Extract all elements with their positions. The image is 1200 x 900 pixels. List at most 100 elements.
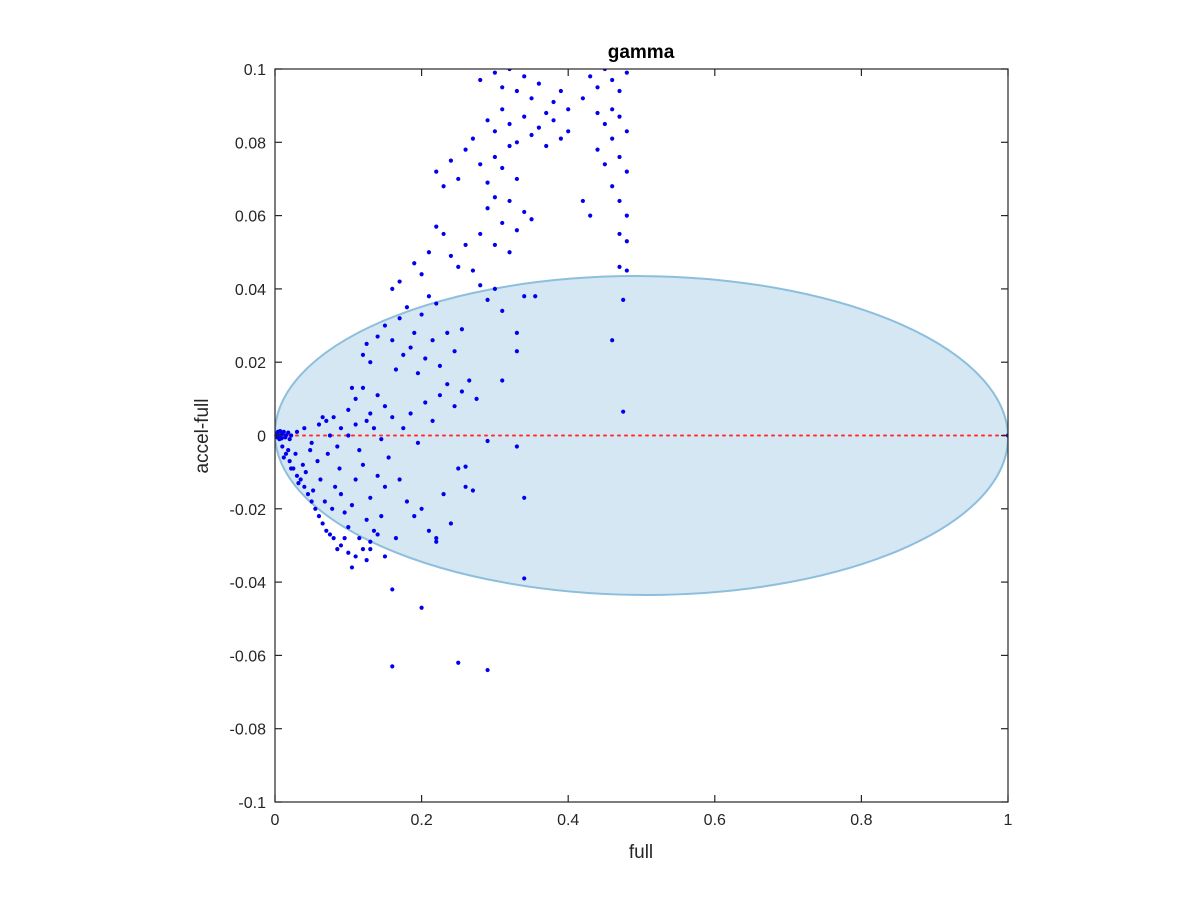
data-point <box>338 492 344 497</box>
y-tick-label: 0.06 <box>235 209 266 226</box>
data-point <box>445 382 450 387</box>
data-point <box>346 525 351 530</box>
data-point <box>478 77 483 83</box>
data-point <box>419 272 424 277</box>
data-point <box>298 477 303 482</box>
data-point <box>624 239 629 244</box>
data-point <box>500 220 505 226</box>
data-point <box>322 499 327 504</box>
data-point <box>368 360 373 365</box>
data-point <box>287 437 292 442</box>
data-point <box>459 327 465 332</box>
data-point <box>318 477 323 482</box>
data-point <box>415 371 421 376</box>
data-point <box>360 462 366 467</box>
data-point <box>463 242 468 248</box>
data-point <box>415 440 421 445</box>
data-point <box>423 356 428 361</box>
data-point <box>624 129 629 134</box>
data-point <box>419 506 424 511</box>
data-point <box>452 349 457 354</box>
data-point <box>617 88 622 94</box>
data-point <box>357 448 362 453</box>
data-point <box>397 477 402 482</box>
data-point <box>401 352 406 357</box>
data-point <box>522 209 527 215</box>
data-point <box>492 70 497 75</box>
data-point <box>522 74 527 79</box>
data-point <box>342 510 347 515</box>
data-point <box>283 451 289 456</box>
data-point <box>514 88 519 94</box>
data-point <box>434 224 439 229</box>
data-point <box>588 213 593 218</box>
data-point <box>330 506 335 511</box>
data-point <box>287 459 292 464</box>
data-point <box>309 440 314 445</box>
data-point <box>434 301 439 306</box>
data-point <box>296 481 301 486</box>
data-point <box>335 547 340 552</box>
data-point <box>507 143 512 149</box>
data-point <box>333 484 338 489</box>
data-point <box>401 426 406 431</box>
data-point <box>353 554 358 559</box>
data-point <box>437 393 443 398</box>
data-point <box>485 206 490 211</box>
data-point <box>357 536 362 541</box>
data-point <box>353 396 358 401</box>
data-point <box>514 140 519 145</box>
data-point <box>386 455 391 460</box>
data-point <box>430 418 435 423</box>
data-point <box>470 136 476 141</box>
y-tick-label: -0.02 <box>230 502 267 519</box>
data-point <box>624 213 629 218</box>
y-tick-label: -0.08 <box>230 722 267 739</box>
data-point <box>507 121 512 127</box>
y-tick-label: -0.04 <box>230 575 267 592</box>
data-point <box>478 162 483 167</box>
data-point <box>478 231 483 237</box>
y-tick-label: -0.1 <box>238 795 266 812</box>
data-point <box>529 96 534 101</box>
data-point <box>485 118 490 123</box>
data-point <box>393 367 399 372</box>
data-point <box>492 242 497 248</box>
data-point <box>286 430 291 435</box>
data-point <box>379 437 384 442</box>
data-point <box>303 470 308 475</box>
data-point <box>624 268 629 273</box>
data-point <box>500 107 505 112</box>
y-tick-label: 0.08 <box>235 135 266 152</box>
data-point <box>610 338 615 343</box>
data-point <box>426 294 432 299</box>
data-point <box>566 129 571 134</box>
data-point <box>294 429 300 434</box>
data-point <box>437 363 443 368</box>
data-point <box>353 422 358 427</box>
data-point <box>500 85 505 90</box>
data-point <box>588 74 593 79</box>
data-point <box>286 448 291 453</box>
data-point <box>485 180 490 185</box>
data-point <box>364 418 369 423</box>
ticks-layer: 0 0.2 0.4 0.6 0.8 1 -0.1 -0.08 -0.06 -0.04 -0.02 0 0… <box>230 62 1013 829</box>
data-point <box>302 426 307 431</box>
data-point <box>331 415 336 420</box>
data-point <box>441 231 446 237</box>
chart-title: gamma <box>608 42 675 63</box>
data-point <box>536 81 541 86</box>
data-point <box>397 316 402 321</box>
data-point <box>459 389 465 394</box>
data-point <box>349 385 355 390</box>
data-point <box>368 411 373 416</box>
data-point <box>293 451 298 456</box>
data-point <box>492 154 497 160</box>
data-point <box>382 404 388 409</box>
data-point <box>300 462 305 467</box>
data-point <box>452 404 457 409</box>
data-point <box>492 286 497 291</box>
data-point <box>602 121 607 127</box>
data-point <box>610 184 615 189</box>
data-point <box>544 110 549 116</box>
